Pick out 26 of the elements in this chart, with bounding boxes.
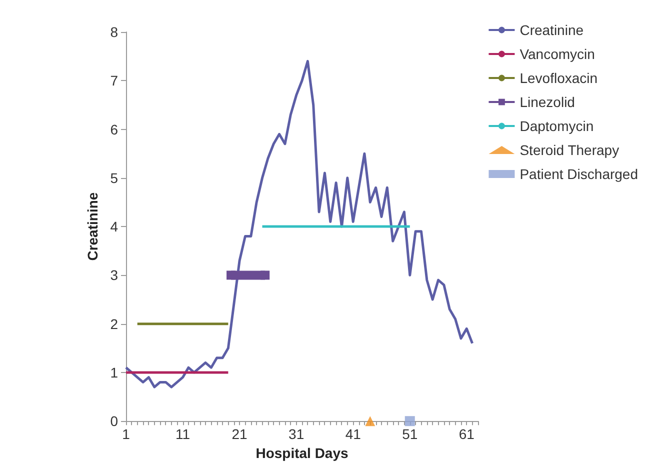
legend-label: Daptomycin [520,118,594,134]
y-tick-label: 4 [110,218,118,235]
y-tick-label: 2 [110,316,118,332]
x-tick-label: 31 [288,426,304,442]
x-tick-label: 41 [345,426,362,442]
y-tick-label: 7 [110,72,118,89]
legend-label: Linezolid [520,94,575,110]
x-tick-label: 11 [176,426,190,442]
y-tick-label: 0 [110,413,118,430]
y-tick-label: 3 [110,267,118,284]
legend-label: Creatinine [520,22,584,38]
y-tick-label: 6 [110,121,118,138]
legend-label: Vancomycin [520,46,595,62]
line-series [124,60,474,388]
y-tick-label: 5 [110,170,118,186]
y-tick-label: 8 [110,24,118,40]
x-tick-label: 51 [402,426,418,442]
legend-label: Steroid Therapy [520,142,620,158]
x-tick-label: 1 [122,426,130,442]
legend-label: Patient Discharged [520,166,638,182]
x-tick-label: 21 [232,426,248,442]
legend-label: Levofloxacin [520,70,598,86]
x-axis-title: Hospital Days [256,445,349,461]
x-tick-label: 61 [458,426,475,442]
y-axis-title: Creatinine [84,192,100,261]
y-tick-label: 1 [110,364,118,380]
